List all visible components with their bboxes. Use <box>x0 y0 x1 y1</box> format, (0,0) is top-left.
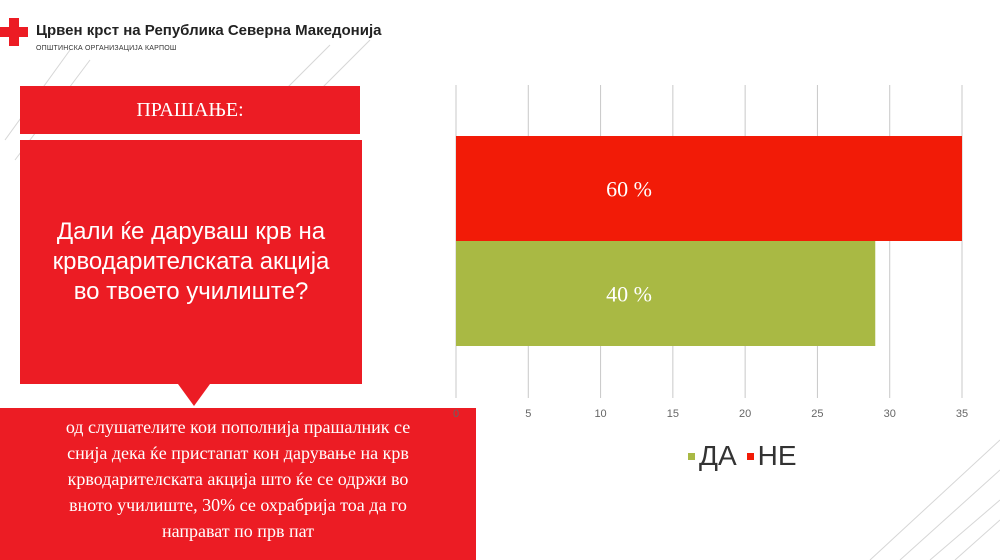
x-tick-label: 0 <box>453 408 459 420</box>
chart-legend: ДА НЕ <box>688 440 807 472</box>
x-tick-label: 5 <box>525 408 531 420</box>
legend-item-da: ДА <box>688 440 737 472</box>
answer-line: од слушателите кои пополнија прашалник с… <box>65 417 411 437</box>
question-box: Дали ќе даруваш крв на крводарителската … <box>20 140 362 384</box>
x-tick-label: 30 <box>884 408 896 420</box>
callout-pointer <box>178 384 210 406</box>
answer-line: крводарителската акција што ќе се одржи … <box>67 469 409 489</box>
x-tick-label: 10 <box>594 408 606 420</box>
x-tick-label: 15 <box>667 408 679 420</box>
legend-item-ne: НЕ <box>746 440 797 472</box>
x-tick-label: 20 <box>739 408 751 420</box>
x-tick-label: 35 <box>956 408 968 420</box>
legend-swatch-da <box>688 452 695 460</box>
answer-box: од слушателите кои пополнија прашалник с… <box>0 408 476 560</box>
org-subtitle: ОПШТИНСКА ОРГАНИЗАЦИЈА КАРПОШ <box>36 45 177 52</box>
bar-da <box>456 241 876 346</box>
question-header: ПРАШАЊЕ: <box>20 86 360 134</box>
legend-swatch-ne <box>746 452 754 460</box>
answer-line: направат по прв пат <box>162 521 314 541</box>
legend-label-da: ДА <box>699 440 737 471</box>
red-cross-logo-icon <box>0 18 28 46</box>
data-label: 60 % <box>606 177 652 202</box>
answer-line: вното училиште, 30% се охрабрија тоа да … <box>69 495 407 515</box>
answer-line: снија дека ќе пристапат кон дарување на … <box>67 443 409 463</box>
x-tick-label: 25 <box>811 408 823 420</box>
legend-label-ne: НЕ <box>757 440 797 471</box>
data-label: 40 % <box>606 282 652 307</box>
org-name: Црвен крст на Република Северна Македони… <box>36 22 382 39</box>
bar-ne <box>456 136 962 241</box>
question-text: Дали ќе даруваш крв на крводарителската … <box>52 218 330 305</box>
